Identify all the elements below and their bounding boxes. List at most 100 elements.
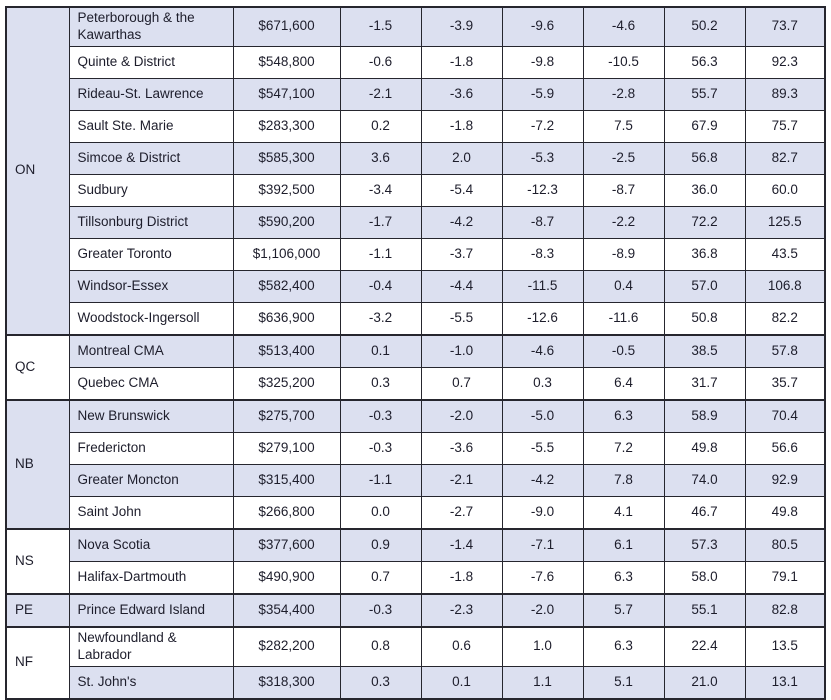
province-cell: NS xyxy=(5,527,70,595)
value-cell: 0.3 xyxy=(339,366,422,401)
value-cell: -0.3 xyxy=(339,431,422,465)
value-cell: -8.7 xyxy=(501,205,584,239)
region-cell: Tillsonburg District xyxy=(68,205,234,239)
province-cell: NB xyxy=(5,398,70,530)
value-cell: 50.2 xyxy=(663,5,746,47)
value-cell: 57.0 xyxy=(663,269,746,303)
value-cell: 3.6 xyxy=(339,141,422,175)
value-cell: -10.5 xyxy=(582,45,665,79)
price-cell: $325,200 xyxy=(232,366,341,401)
value-cell: 0.4 xyxy=(582,269,665,303)
table-row: Halifax-Dartmouth $490,900 0.7 -1.8 -7.6 6.3 5… xyxy=(6,560,826,595)
value-cell: 49.8 xyxy=(744,495,826,530)
value-cell: -9.8 xyxy=(501,45,584,79)
value-cell: -4.2 xyxy=(501,463,584,497)
region-cell: Nova Scotia xyxy=(68,527,234,562)
price-cell: $636,900 xyxy=(232,301,341,336)
region-cell: Simcoe & District xyxy=(68,141,234,175)
value-cell: 43.5 xyxy=(744,237,826,271)
value-cell: 5.1 xyxy=(582,665,665,699)
value-cell: -1.0 xyxy=(420,333,503,368)
value-cell: -9.6 xyxy=(501,5,584,47)
price-cell: $354,400 xyxy=(232,592,341,628)
value-cell: 0.7 xyxy=(339,560,422,595)
value-cell: -12.3 xyxy=(501,173,584,207)
region-cell: Sudbury xyxy=(68,173,234,207)
table-row: Windsor-Essex $582,400 -0.4 -4.4 -11.5 0.4 57.… xyxy=(6,269,826,303)
region-cell: Woodstock-Ingersoll xyxy=(68,301,234,336)
price-cell: $585,300 xyxy=(232,141,341,175)
table-row: Saint John $266,800 0.0 -2.7 -9.0 4.1 46.7 49.8 xyxy=(6,495,826,530)
value-cell: -0.4 xyxy=(339,269,422,303)
table-container: ON Peterborough & the Kawarthas $671,600 -1… xyxy=(5,5,826,700)
price-cell: $315,400 xyxy=(232,463,341,497)
province-cell: NF xyxy=(5,625,70,699)
value-cell: 31.7 xyxy=(663,366,746,401)
value-cell: -1.5 xyxy=(339,5,422,47)
price-cell: $283,300 xyxy=(232,109,341,143)
value-cell: -3.9 xyxy=(420,5,503,47)
province-cell: QC xyxy=(5,333,70,401)
price-cell: $590,200 xyxy=(232,205,341,239)
value-cell: 74.0 xyxy=(663,463,746,497)
province-cell: PE xyxy=(5,592,70,628)
value-cell: -0.6 xyxy=(339,45,422,79)
value-cell: 0.8 xyxy=(339,625,422,667)
value-cell: 7.2 xyxy=(582,431,665,465)
value-cell: 36.0 xyxy=(663,173,746,207)
price-cell: $490,900 xyxy=(232,560,341,595)
value-cell: 35.7 xyxy=(744,366,826,401)
value-cell: -5.3 xyxy=(501,141,584,175)
value-cell: 82.2 xyxy=(744,301,826,336)
value-cell: 13.5 xyxy=(744,625,826,667)
price-cell: $392,500 xyxy=(232,173,341,207)
value-cell: 58.9 xyxy=(663,398,746,433)
table-row: Fredericton $279,100 -0.3 -3.6 -5.5 7.2 49.8 56… xyxy=(6,431,826,465)
value-cell: -1.8 xyxy=(420,45,503,79)
value-cell: 89.3 xyxy=(744,77,826,111)
value-cell: 79.1 xyxy=(744,560,826,595)
region-cell: Prince Edward Island xyxy=(68,592,234,628)
value-cell: 82.8 xyxy=(744,592,826,628)
value-cell: -2.2 xyxy=(582,205,665,239)
value-cell: 92.9 xyxy=(744,463,826,497)
value-cell: 70.4 xyxy=(744,398,826,433)
value-cell: -3.6 xyxy=(420,431,503,465)
value-cell: -1.1 xyxy=(339,463,422,497)
price-cell: $275,700 xyxy=(232,398,341,433)
region-cell: Sault Ste. Marie xyxy=(68,109,234,143)
value-cell: -12.6 xyxy=(501,301,584,336)
region-cell: Montreal CMA xyxy=(68,333,234,368)
value-cell: -5.5 xyxy=(420,301,503,336)
region-cell: Saint John xyxy=(68,495,234,530)
value-cell: -4.6 xyxy=(501,333,584,368)
value-cell: -3.2 xyxy=(339,301,422,336)
value-cell: 0.1 xyxy=(420,665,503,699)
region-cell: Rideau-St. Lawrence xyxy=(68,77,234,111)
value-cell: -2.1 xyxy=(420,463,503,497)
price-cell: $282,200 xyxy=(232,625,341,667)
region-cell: Newfoundland & Labrador xyxy=(68,625,234,667)
table-row: NS Nova Scotia $377,600 0.9 -1.4 -7.1 6.1 57.3 8… xyxy=(5,527,826,595)
value-cell: -9.0 xyxy=(501,495,584,530)
value-cell: -4.6 xyxy=(582,5,665,47)
value-cell: -2.3 xyxy=(420,592,503,628)
table-row: Rideau-St. Lawrence $547,100 -2.1 -3.6 -5.9-… xyxy=(6,77,826,111)
value-cell: 72.2 xyxy=(663,205,746,239)
value-cell: 56.8 xyxy=(663,141,746,175)
value-cell: 46.7 xyxy=(663,495,746,530)
value-cell: 6.3 xyxy=(582,625,665,667)
region-cell: Halifax-Dartmouth xyxy=(68,560,234,595)
region-cell: Greater Moncton xyxy=(68,463,234,497)
value-cell: 56.3 xyxy=(663,45,746,79)
value-cell: 38.5 xyxy=(663,333,746,368)
table-row: Quinte & District $548,800 -0.6 -1.8 -9.8 -10… xyxy=(6,45,826,79)
value-cell: 0.0 xyxy=(339,495,422,530)
value-cell: 57.3 xyxy=(663,527,746,562)
value-cell: -3.4 xyxy=(339,173,422,207)
table-row: NB New Brunswick $275,700 -0.3 -2.0 -5.0 6.3 58… xyxy=(5,398,826,530)
value-cell: 75.7 xyxy=(744,109,826,143)
value-cell: -8.9 xyxy=(582,237,665,271)
value-cell: 0.7 xyxy=(420,366,503,401)
value-cell: 80.5 xyxy=(744,527,826,562)
